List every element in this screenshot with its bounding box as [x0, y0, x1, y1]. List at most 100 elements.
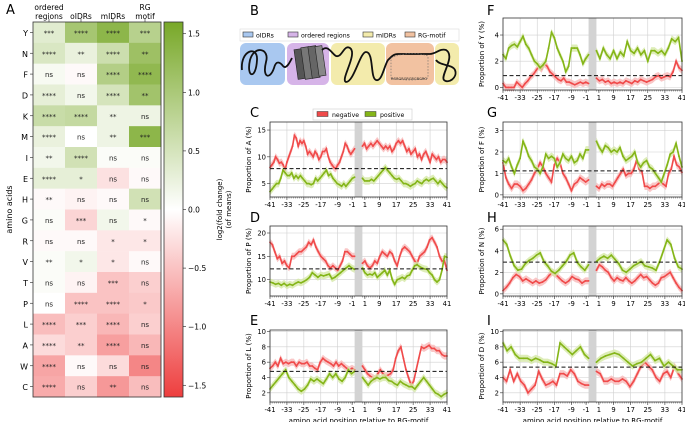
row-label: P	[23, 300, 28, 309]
heatmap-cell	[65, 147, 98, 169]
heatmap-annotation: *	[143, 300, 147, 308]
positive-data-point	[553, 157, 556, 160]
positive-data-point	[570, 155, 573, 158]
chart-legend: negative positive	[312, 108, 413, 121]
line-panel-c: -41 -33 -25 -17 -9 -1 1 9 17 25 33 41 5 10 15 Proportio…	[245, 121, 451, 209]
positive-data-point	[395, 178, 398, 181]
negative-data-point	[544, 278, 547, 281]
negative-data-point	[366, 372, 369, 375]
positive-data-point	[573, 47, 576, 49]
positive-data-point	[524, 146, 527, 149]
negative-data-point	[546, 65, 549, 68]
row-label: W	[20, 362, 28, 371]
positive-ci-band	[503, 236, 589, 277]
x-tick-label: -17	[315, 201, 326, 209]
heatmap-cell	[33, 355, 66, 377]
heatmap-annotation: **	[46, 196, 54, 204]
positive-data-point	[301, 177, 304, 180]
negative-ci-band	[596, 358, 682, 391]
column-label: mIDRs	[101, 12, 126, 21]
positive-data-point	[663, 365, 665, 367]
negative-data-point	[625, 79, 627, 82]
negative-data-point	[327, 361, 330, 364]
heatmap-cell	[33, 376, 66, 398]
heatmap-annotation: ns	[77, 238, 85, 246]
negative-data-point	[672, 276, 674, 279]
rg-motif-gap	[588, 330, 597, 402]
x-tick-label: 1	[363, 201, 367, 209]
heatmap-annotation: *	[79, 259, 83, 267]
positive-data-point	[325, 274, 328, 276]
negative-data-point	[437, 155, 440, 158]
x-tick-label: -1	[583, 94, 590, 102]
negative-data-point	[405, 150, 408, 153]
x-tick-label: 9	[377, 300, 381, 308]
heatmap-cell	[129, 355, 162, 377]
negative-data-point	[606, 183, 608, 186]
heatmap-annotation: ns	[109, 363, 117, 371]
legend-label: mIDRs	[376, 33, 396, 40]
positive-data-point	[672, 365, 674, 367]
negative-data-point	[654, 284, 657, 287]
positive-data-point	[598, 146, 601, 149]
positive-data-point	[271, 282, 274, 284]
positive-data-point	[507, 157, 510, 160]
heatmap-annotation: ns	[45, 238, 53, 246]
heatmap-cell	[65, 22, 98, 44]
negative-data-point	[271, 243, 274, 246]
positive-data-point	[443, 185, 446, 188]
negative-data-point	[424, 150, 427, 153]
negative-data-point	[523, 384, 526, 386]
heatmap-cell	[65, 42, 98, 64]
positive-data-point	[438, 278, 441, 281]
positive-data-point	[519, 40, 521, 43]
negative-data-point	[441, 353, 443, 356]
negative-data-point	[507, 183, 510, 186]
positive-data-point	[319, 274, 322, 276]
positive-data-point	[677, 36, 680, 39]
positive-data-point	[576, 159, 579, 162]
negative-data-point	[402, 357, 405, 360]
positive-data-point	[575, 349, 578, 352]
x-tick-label: 9	[611, 201, 615, 209]
positive-data-point	[505, 161, 507, 164]
positive-data-point	[443, 255, 446, 258]
negative-data-point	[423, 347, 425, 350]
positive-data-point	[386, 169, 389, 172]
negative-data-point	[599, 372, 602, 375]
x-tick-label: 1	[597, 201, 601, 209]
positive-data-point	[646, 60, 649, 63]
positive-data-point	[600, 357, 602, 360]
negative-data-point	[316, 153, 318, 156]
positive-data-point	[383, 269, 386, 272]
positive-data-point	[522, 140, 524, 143]
heatmap-annotation: ****	[106, 92, 121, 100]
heatmap-cell	[129, 230, 162, 252]
negative-data-point	[576, 181, 579, 183]
positive-data-point	[619, 51, 622, 53]
rg-motif-text: RGRGRGRGRGRGRG	[391, 77, 427, 81]
x-tick-label: -33	[515, 94, 526, 102]
negative-data-point	[660, 276, 663, 279]
positive-data-point	[675, 142, 677, 145]
negative-data-point	[675, 164, 678, 166]
negative-data-point	[619, 81, 621, 83]
negative-data-point	[420, 346, 423, 348]
positive-data-point	[648, 166, 651, 168]
negative-data-point	[525, 277, 527, 280]
negative-data-point	[663, 76, 666, 78]
negative-data-point	[522, 189, 524, 192]
heatmap-annotation: ns	[77, 363, 85, 371]
negative-data-point	[282, 362, 285, 365]
negative-data-point	[569, 368, 572, 371]
heatmap-cell	[129, 272, 162, 294]
negative-data-point	[627, 172, 630, 175]
heatmap-annotation: ns	[141, 321, 149, 329]
x-tick-label: 41	[678, 300, 685, 308]
heatmap-cell	[97, 209, 130, 231]
negative-data-point	[351, 255, 354, 258]
positive-data-point	[572, 252, 575, 254]
negative-data-point	[636, 81, 639, 83]
y-tick-label: 8	[495, 343, 499, 351]
positive-data-point	[643, 264, 646, 267]
